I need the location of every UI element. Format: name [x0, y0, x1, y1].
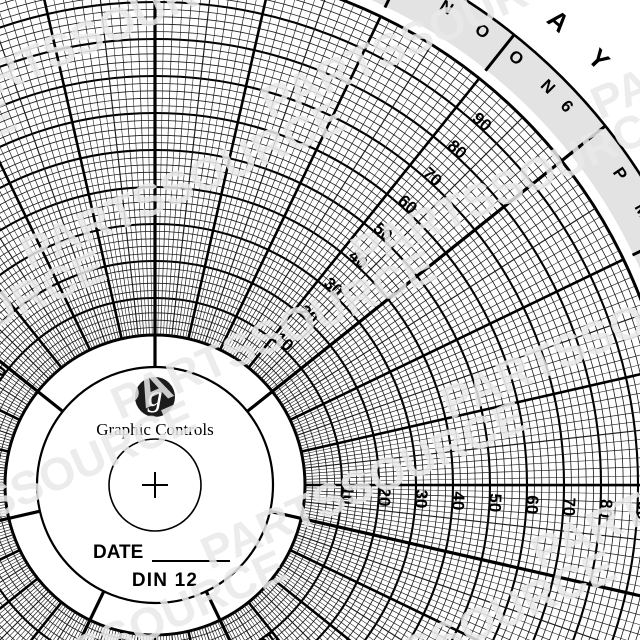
svg-text:90: 90	[633, 501, 640, 521]
model-number-text: DIN 12	[132, 570, 198, 591]
svg-text:80: 80	[596, 499, 616, 519]
svg-text:50: 50	[485, 493, 505, 513]
svg-text:D: D	[498, 0, 531, 4]
svg-text:10: 10	[0, 361, 11, 387]
svg-text:70: 70	[559, 497, 579, 517]
svg-text:40: 40	[448, 491, 468, 511]
svg-text:20: 20	[374, 487, 394, 507]
svg-text:10: 10	[337, 485, 357, 505]
svg-text:M: M	[631, 200, 640, 222]
svg-text:60: 60	[522, 495, 542, 515]
svg-text:30: 30	[411, 489, 431, 509]
center-crosshair	[142, 472, 168, 498]
scale-numbers-wednesday: 10 20 30 40 50 60 70 80 90	[337, 485, 640, 520]
chart-center-hub: g Graphic Controls DATE DIN 12	[35, 365, 275, 605]
graphic-controls-g-logo: g	[135, 377, 175, 417]
svg-text:g: g	[148, 380, 163, 413]
date-field-label: DATE	[93, 542, 143, 563]
brand-name-text: Graphic Controls	[96, 420, 214, 439]
